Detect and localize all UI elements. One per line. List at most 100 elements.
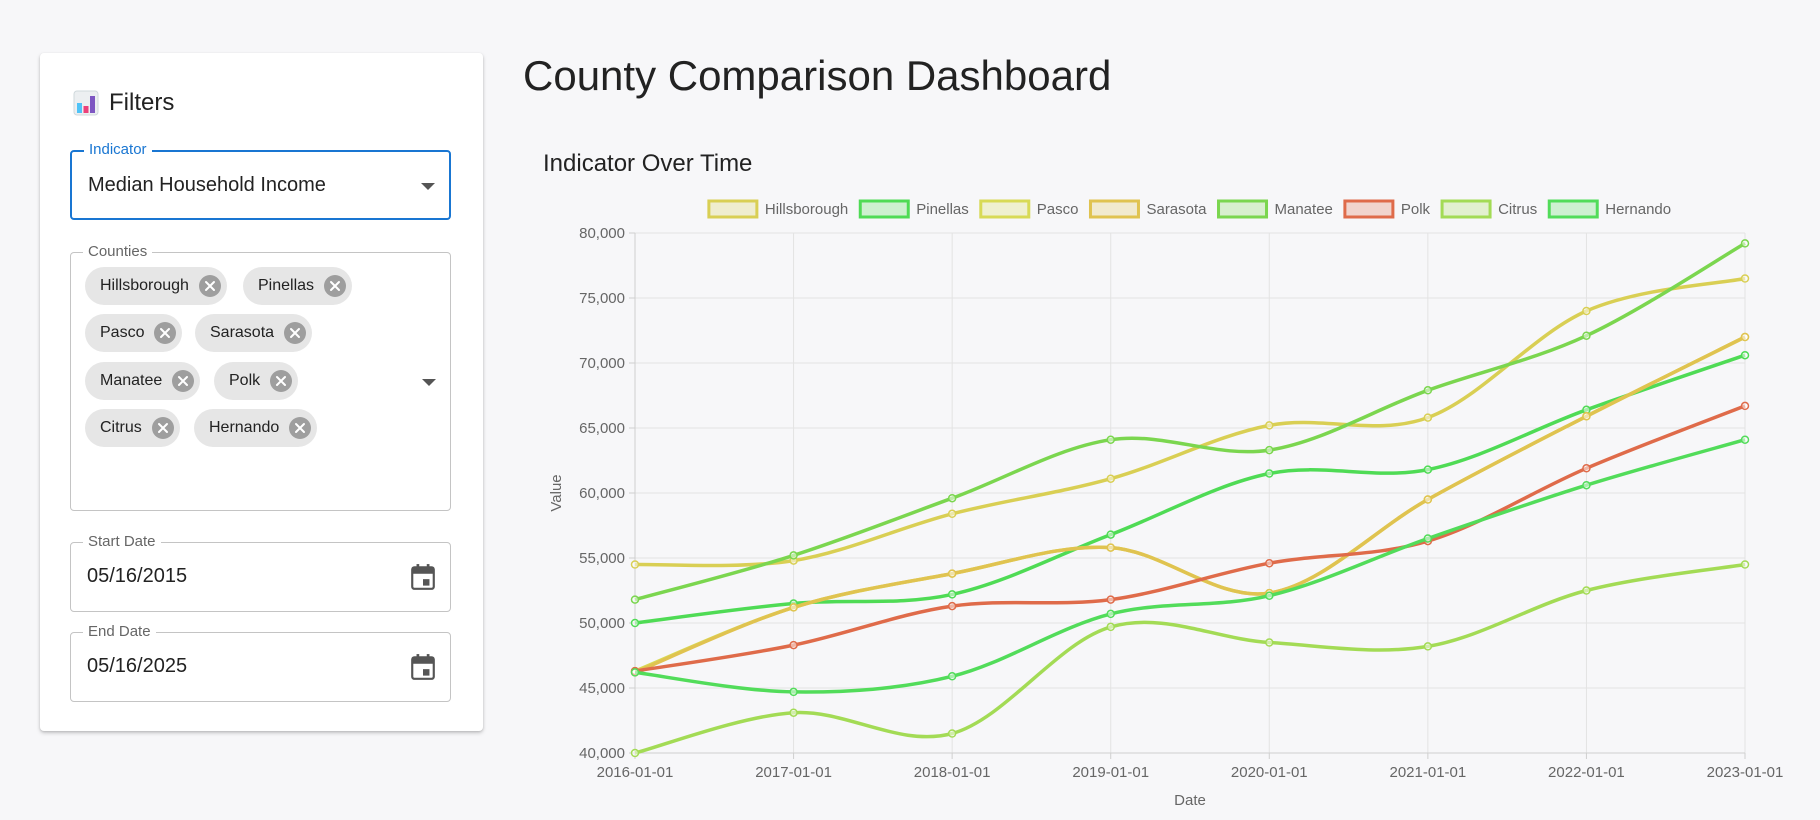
close-icon[interactable] bbox=[172, 370, 195, 392]
bar-chart-icon bbox=[73, 90, 99, 116]
legend-swatch bbox=[858, 199, 910, 219]
data-point bbox=[1106, 622, 1115, 632]
close-icon[interactable] bbox=[289, 417, 312, 439]
series-line bbox=[634, 404, 1746, 673]
legend-label: Citrus bbox=[1498, 201, 1537, 218]
data-point bbox=[1740, 560, 1750, 569]
y-tick-label: 70,000 bbox=[579, 355, 625, 372]
series-line bbox=[634, 335, 1746, 675]
data-point bbox=[1106, 530, 1115, 539]
chevron-down-icon[interactable] bbox=[422, 379, 436, 386]
series-line bbox=[634, 335, 1746, 673]
x-tick-label: 2016-01-01 bbox=[597, 764, 674, 781]
chip-label: Hernando bbox=[209, 419, 280, 436]
legend-swatch bbox=[1088, 199, 1140, 219]
county-chip-citrus[interactable]: Citrus bbox=[85, 409, 180, 447]
close-icon[interactable] bbox=[324, 275, 347, 297]
county-chip-polk[interactable]: Polk bbox=[214, 362, 299, 400]
legend-swatch bbox=[1547, 199, 1599, 219]
legend-label: Polk bbox=[1401, 201, 1431, 218]
data-point bbox=[1265, 558, 1274, 568]
data-point bbox=[1582, 331, 1591, 340]
y-tick-label: 60,000 bbox=[579, 485, 625, 502]
x-tick-label: 2018-01-01 bbox=[914, 764, 991, 781]
x-tick-label: 2017-01-01 bbox=[755, 764, 832, 781]
start-date-label: Start Date bbox=[83, 534, 161, 550]
y-tick-label: 65,000 bbox=[579, 420, 625, 437]
indicator-select[interactable]: Indicator Median Household Income bbox=[70, 142, 451, 220]
data-point bbox=[1265, 469, 1274, 478]
data-point bbox=[1423, 413, 1433, 422]
county-chip-manatee[interactable]: Manatee bbox=[85, 362, 201, 400]
filters-title: Filters bbox=[109, 89, 175, 116]
x-tick-label: 2019-01-01 bbox=[1072, 764, 1149, 781]
data-point bbox=[630, 560, 640, 569]
county-chip-hernando[interactable]: Hernando bbox=[194, 409, 318, 447]
county-chip-sarasota[interactable]: Sarasota bbox=[195, 314, 313, 352]
data-point bbox=[630, 668, 640, 677]
x-tick-label: 2020-01-01 bbox=[1231, 764, 1308, 781]
calendar-icon[interactable] bbox=[410, 653, 436, 681]
close-icon[interactable] bbox=[198, 275, 221, 297]
data-point bbox=[1740, 332, 1750, 342]
chip-label: Manatee bbox=[100, 372, 163, 389]
line-chart: 40,000 45,000 50,000 55,000 60,000 65,000 70,0… bbox=[548, 199, 1784, 809]
x-tick-label: 2023-01-01 bbox=[1707, 764, 1784, 781]
filters-panel: Filters Indicator Median Household Incom… bbox=[40, 53, 483, 731]
counties-label: Counties bbox=[83, 244, 153, 260]
data-point bbox=[947, 509, 957, 519]
data-point bbox=[1740, 350, 1750, 360]
close-icon[interactable] bbox=[151, 417, 174, 439]
y-tick-label: 75,000 bbox=[579, 290, 625, 307]
calendar-icon[interactable] bbox=[410, 563, 436, 591]
county-chip-pinellas[interactable]: Pinellas bbox=[243, 267, 353, 305]
chip-label: Citrus bbox=[100, 419, 142, 436]
data-point bbox=[1740, 435, 1750, 444]
y-tick-label: 55,000 bbox=[579, 550, 625, 567]
data-point bbox=[1582, 464, 1591, 473]
chevron-down-icon[interactable] bbox=[421, 183, 435, 190]
series-line bbox=[634, 438, 1746, 694]
data-point bbox=[789, 708, 798, 717]
data-point bbox=[789, 640, 798, 650]
y-tick-label: 80,000 bbox=[579, 225, 625, 242]
data-point bbox=[947, 672, 957, 681]
data-point bbox=[1423, 642, 1433, 651]
start-date-value: 05/16/2015 bbox=[87, 565, 188, 587]
data-point bbox=[947, 729, 957, 738]
data-point bbox=[947, 569, 957, 578]
end-date-field[interactable]: End Date 05/16/2025 bbox=[70, 624, 451, 702]
close-icon[interactable] bbox=[154, 322, 177, 344]
series-line bbox=[634, 241, 1746, 602]
data-point bbox=[947, 601, 957, 611]
data-point bbox=[1106, 474, 1115, 483]
data-point bbox=[789, 687, 798, 697]
chip-label: Pinellas bbox=[258, 277, 315, 294]
data-point bbox=[1265, 421, 1274, 430]
legend-swatch bbox=[1217, 199, 1269, 219]
legend-swatch bbox=[1343, 199, 1395, 219]
legend-label: Pasco bbox=[1037, 201, 1079, 218]
start-date-field[interactable]: Start Date 05/16/2015 bbox=[70, 534, 451, 612]
data-point bbox=[1582, 412, 1591, 421]
data-point bbox=[789, 603, 798, 612]
legend-label: Sarasota bbox=[1146, 201, 1207, 218]
data-point bbox=[1106, 435, 1115, 444]
legend-swatch bbox=[1440, 199, 1492, 219]
data-point bbox=[1740, 239, 1750, 248]
indicator-value: Median Household Income bbox=[88, 174, 326, 196]
data-point bbox=[1265, 591, 1274, 600]
close-icon[interactable] bbox=[284, 322, 307, 344]
page-title: County Comparison Dashboard bbox=[523, 52, 1112, 99]
counties-select[interactable]: Counties Hillsborough Pinellas Pasco Sar… bbox=[70, 244, 451, 511]
data-point bbox=[1582, 586, 1591, 595]
county-chip-pasco[interactable]: Pasco bbox=[85, 314, 183, 352]
data-point bbox=[1582, 306, 1591, 316]
close-icon[interactable] bbox=[270, 370, 293, 392]
chip-label: Sarasota bbox=[210, 324, 275, 341]
data-point bbox=[1423, 386, 1433, 395]
county-chip-hillsborough[interactable]: Hillsborough bbox=[85, 267, 227, 305]
y-axis-label: Value bbox=[548, 474, 565, 511]
data-point bbox=[1265, 638, 1274, 647]
data-point bbox=[1740, 274, 1750, 283]
